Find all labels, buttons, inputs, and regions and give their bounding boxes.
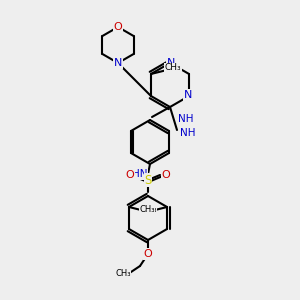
Text: N: N: [114, 58, 122, 68]
Text: CH₃: CH₃: [165, 64, 181, 73]
Text: CH₃: CH₃: [115, 269, 131, 278]
Text: N: N: [167, 58, 175, 68]
Text: NH: NH: [180, 128, 196, 138]
Text: HN: HN: [132, 169, 148, 179]
Text: S: S: [144, 173, 152, 187]
Text: O: O: [126, 170, 134, 180]
Text: O: O: [144, 249, 152, 259]
Text: N: N: [184, 90, 192, 100]
Text: O: O: [114, 22, 122, 32]
Text: O: O: [162, 170, 170, 180]
Text: CH₃: CH₃: [140, 205, 155, 214]
Text: CH₃: CH₃: [141, 205, 157, 214]
Text: NH: NH: [178, 114, 194, 124]
